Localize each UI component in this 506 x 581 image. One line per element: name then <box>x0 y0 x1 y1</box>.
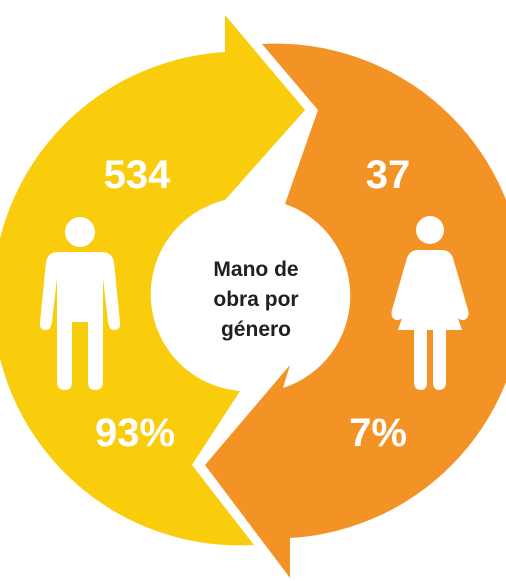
center-label: obra por <box>213 288 298 311</box>
center-label: Mano de <box>213 258 298 281</box>
male-percent: 93% <box>95 411 175 455</box>
orange-arrow <box>205 43 506 578</box>
man-icon <box>39 217 121 390</box>
male-count: 534 <box>104 153 171 197</box>
yellow-arrow <box>0 15 305 546</box>
center-label: género <box>221 318 291 341</box>
female-count: 37 <box>366 153 411 197</box>
female-percent: 7% <box>349 411 407 455</box>
woman-icon <box>391 216 469 390</box>
